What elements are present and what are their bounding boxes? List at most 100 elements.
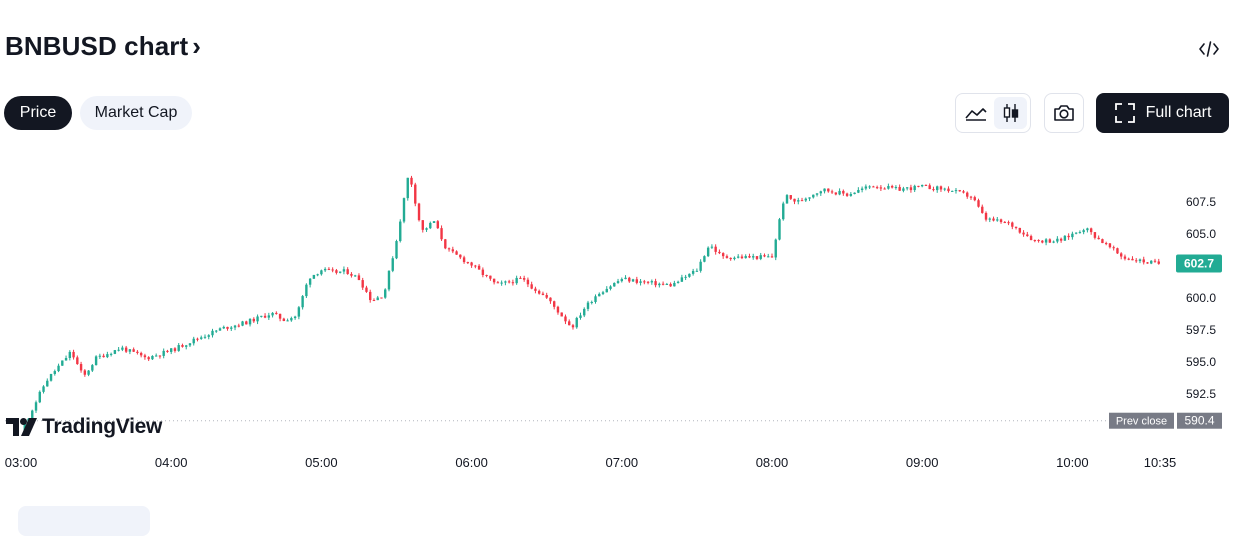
candle-body [106, 354, 109, 358]
candle-body [57, 365, 60, 372]
camera-icon[interactable] [1044, 93, 1084, 133]
candle-body [1127, 258, 1130, 260]
candle-body [113, 350, 117, 354]
candle-body [492, 278, 496, 283]
candle-body [181, 345, 184, 347]
candle-body [853, 192, 856, 195]
candle-body [263, 315, 267, 318]
candle-body [515, 277, 518, 284]
candlestick-icon[interactable] [994, 97, 1027, 129]
tab-market-cap[interactable]: Market Cap [80, 96, 192, 130]
candle-body [297, 307, 301, 317]
candle-body [939, 186, 943, 190]
candle-body [177, 345, 180, 351]
candle-body [384, 289, 387, 298]
candle-body [260, 315, 263, 317]
candle-body [444, 239, 447, 249]
bottom-tab[interactable] [18, 506, 150, 536]
candle-body [996, 219, 999, 221]
candle-body [815, 193, 819, 195]
candle-body [661, 283, 665, 285]
candle-body [977, 200, 980, 207]
candle-body [849, 194, 853, 196]
candle-body [1157, 261, 1160, 264]
candle-body [924, 184, 928, 186]
candle-body [537, 290, 541, 294]
candle-body [1078, 232, 1082, 234]
candle-body [218, 328, 222, 331]
candle-body [252, 318, 256, 322]
candle-body [943, 188, 946, 190]
candle-body [1142, 259, 1145, 263]
candle-body [575, 317, 578, 328]
candle-body [725, 256, 729, 258]
candle-body [290, 318, 293, 321]
candle-body [842, 190, 845, 194]
candle-body [646, 281, 650, 283]
candle-body [703, 256, 706, 262]
candle-body [64, 357, 68, 361]
tradingview-logo: TradingView [6, 415, 162, 439]
candle-body [958, 190, 961, 192]
tab-price[interactable]: Price [4, 96, 72, 130]
candle-body [308, 278, 312, 285]
candle-body [1037, 240, 1040, 242]
candle-body [477, 265, 481, 270]
candle-body [399, 221, 402, 242]
candle-body [706, 247, 710, 257]
candle-body [785, 195, 789, 204]
candle-body [534, 288, 537, 291]
candle-body [571, 325, 575, 328]
candle-body [327, 268, 331, 270]
candle-body [76, 357, 79, 365]
candle-body [151, 355, 154, 360]
candle-body [1007, 222, 1010, 224]
candle-body [969, 196, 973, 198]
candle-body [267, 315, 271, 318]
candle-body [132, 349, 135, 352]
candle-body [173, 348, 177, 351]
area-chart-icon[interactable] [959, 97, 992, 129]
chart-title: BNBUSD chart [5, 31, 189, 61]
code-embed-icon[interactable] [1196, 38, 1222, 60]
candle-body [91, 365, 94, 371]
candle-body [406, 177, 409, 199]
candle-body [440, 228, 443, 240]
candle-body [860, 188, 864, 190]
price-chart[interactable]: 607.5 605.0 600.0 597.5 595.0 592.5 03:00 04:00… [0, 140, 1239, 480]
candle-body [293, 316, 297, 319]
candle-body [357, 275, 361, 281]
candle-body [1116, 248, 1119, 254]
candle-body [936, 186, 939, 191]
candle-body [459, 254, 462, 258]
candle-body [1011, 222, 1014, 227]
x-tick-label: 08:00 [756, 455, 789, 470]
candle-body [981, 206, 984, 213]
candle-body [744, 256, 747, 259]
full-chart-button[interactable]: Full chart [1096, 93, 1229, 133]
candle-body [721, 253, 725, 257]
candle-body [782, 203, 785, 220]
candle-body [200, 337, 203, 339]
candle-body [102, 355, 105, 358]
candle-body [800, 200, 804, 202]
full-chart-label: Full chart [1145, 104, 1212, 121]
candle-body [755, 256, 759, 259]
candle-body [312, 274, 316, 279]
candle-body [215, 330, 218, 332]
candle-body [808, 197, 811, 199]
candle-body [887, 186, 890, 189]
candle-body [984, 212, 988, 220]
candle-body [87, 370, 90, 375]
candle-body [590, 301, 593, 303]
candle-body [834, 192, 838, 195]
candle-body [470, 262, 473, 266]
candle-body [665, 283, 669, 285]
chart-title-link[interactable]: BNBUSD chart › [5, 31, 201, 62]
candle-body [1056, 238, 1059, 242]
candle-body [46, 380, 49, 387]
candle-body [1138, 259, 1142, 262]
candle-body [759, 255, 762, 259]
candle-body [549, 297, 552, 302]
candle-body [1059, 238, 1063, 241]
